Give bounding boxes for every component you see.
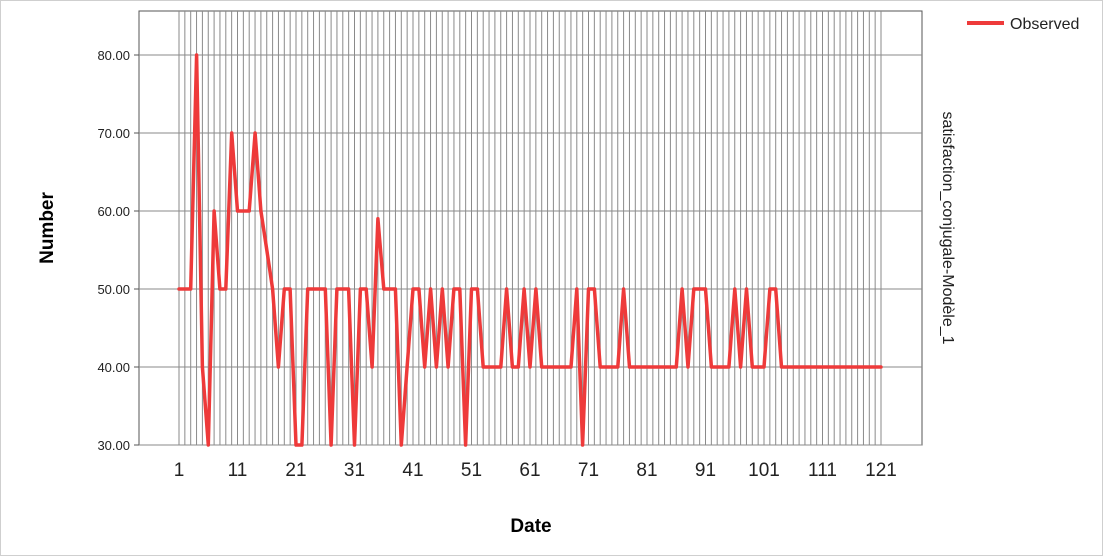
model-label: satisfaction_conjugale-Modèle_1 (939, 111, 956, 344)
x-tick-label: 121 (865, 460, 897, 481)
y-tick-label: 70.00 (97, 126, 130, 141)
x-tick-label: 61 (519, 460, 540, 481)
x-tick-label: 31 (344, 460, 365, 481)
y-axis-title: Number (37, 192, 58, 264)
x-tick-label: 91 (695, 460, 716, 481)
x-tick-label: 41 (402, 460, 423, 481)
x-tick-label: 1 (174, 460, 185, 481)
x-tick-label: 21 (285, 460, 306, 481)
vertical-gridlines (179, 11, 881, 445)
x-tick-label: 101 (748, 460, 780, 481)
y-tick-label: 30.00 (97, 438, 130, 453)
legend-label-observed: Observed (1010, 16, 1079, 33)
x-axis-title: Date (510, 516, 551, 537)
legend: Observed (967, 16, 1079, 33)
x-tick-label: 81 (636, 460, 657, 481)
y-axis-ticks: 30.00 40.00 50.00 60.00 70.00 80.00 (97, 48, 139, 453)
x-tick-label: 11 (228, 460, 248, 481)
y-tick-label: 50.00 (97, 282, 130, 297)
x-tick-label: 51 (461, 460, 482, 481)
x-tick-label: 71 (578, 460, 599, 481)
y-tick-label: 60.00 (97, 204, 130, 219)
x-tick-label: 111 (808, 460, 837, 481)
y-tick-label: 40.00 (97, 360, 130, 375)
y-tick-label: 80.00 (97, 48, 130, 63)
